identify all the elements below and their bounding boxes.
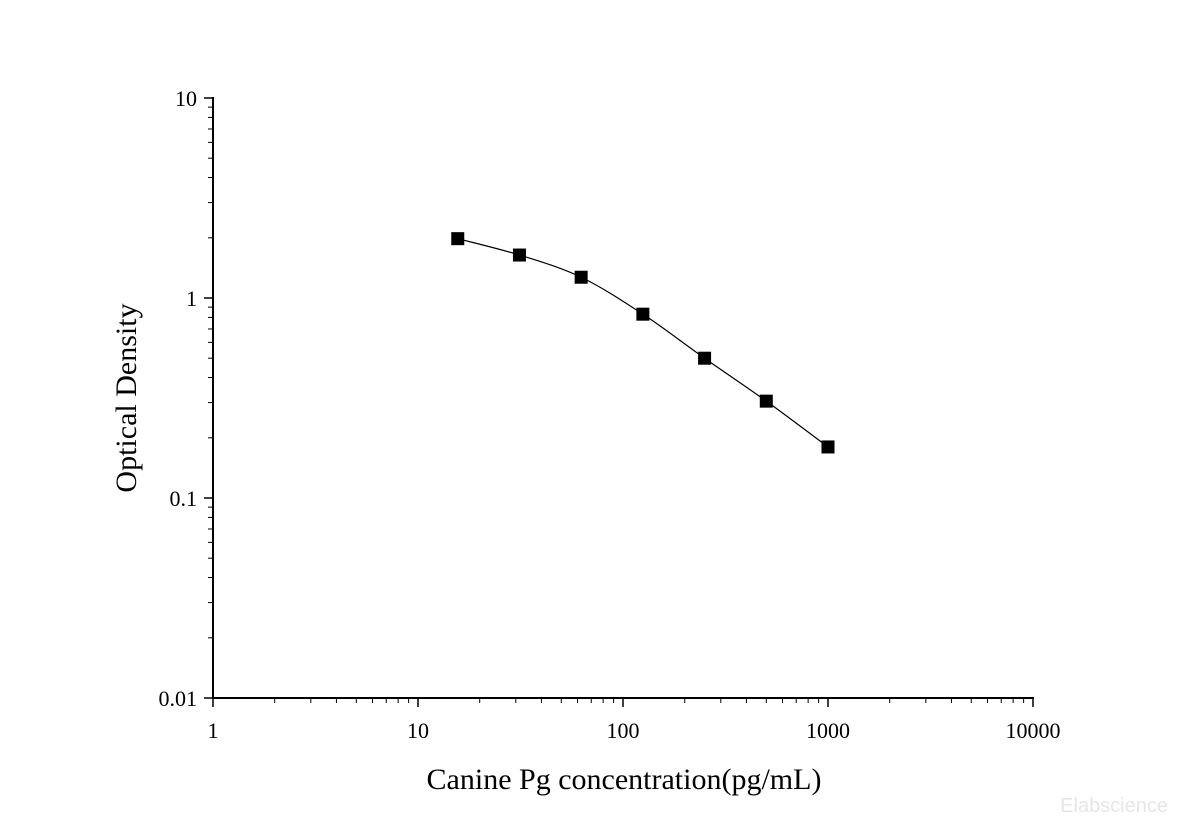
x-tick-label: 10: [407, 718, 429, 743]
data-point-marker: [759, 394, 773, 408]
axes: [212, 97, 1034, 699]
x-ticks: [212, 698, 1034, 707]
x-tick-label: 10000: [1006, 718, 1061, 743]
y-ticks: [204, 97, 213, 699]
data-point-marker: [512, 248, 526, 262]
x-tick-labels: 1 10 100 1000 10000: [208, 718, 1061, 743]
y-tick-label: 1: [186, 286, 197, 311]
x-axis-title: Canine Pg concentration(pg/mL): [427, 763, 822, 796]
y-tick-label: 0.1: [170, 486, 198, 511]
x-tick-label: 100: [607, 718, 640, 743]
y-tick-labels: 10 1 0.1 0.01: [159, 86, 198, 711]
data-point-marker: [698, 351, 712, 365]
data-point-marker: [636, 307, 650, 321]
data-markers: [451, 232, 835, 454]
y-tick-label: 10: [175, 86, 197, 111]
data-point-marker: [821, 440, 835, 454]
data-point-marker: [574, 270, 588, 284]
watermark-logo: Elabscience: [1060, 795, 1168, 817]
x-tick-label: 1000: [806, 718, 850, 743]
y-tick-label: 0.01: [159, 686, 198, 711]
x-tick-label: 1: [208, 718, 219, 743]
data-point-marker: [451, 232, 465, 246]
y-axis-title: Optical Density: [110, 303, 143, 492]
series-line: [457, 238, 829, 448]
